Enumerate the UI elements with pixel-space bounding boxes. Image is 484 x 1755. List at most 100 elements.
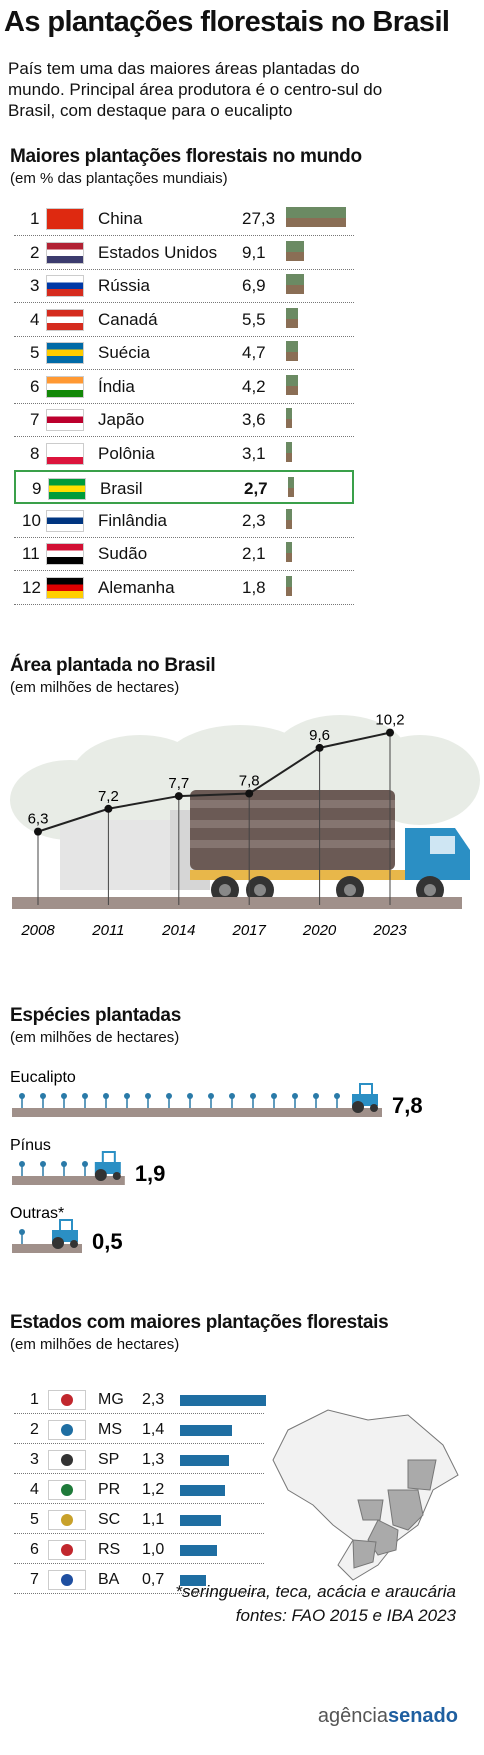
species-label: Eucalipto — [10, 1069, 76, 1086]
page-subtitle: País tem uma das maiores áreas plantadas… — [8, 59, 383, 120]
tractor-cab — [59, 1219, 73, 1232]
tree-icon — [292, 240, 298, 261]
state-value: 2,3 — [142, 1391, 165, 1408]
species-label: Outras* — [10, 1205, 64, 1222]
ranking-row: 5 Suécia 4,7 — [14, 336, 354, 370]
ranking-number: 4 — [30, 309, 40, 329]
world-subtitle: (em % das plantações mundiais) — [10, 170, 228, 187]
footnote: *seringueira, teca, acácia e araucária — [175, 1582, 456, 1601]
flag-icon — [46, 208, 84, 230]
seedling-leaf — [334, 1093, 340, 1099]
area-year-label: 2017 — [232, 922, 267, 939]
seedling-leaf — [61, 1093, 67, 1099]
ranking-row: 4 Canadá 5,5 — [14, 303, 354, 337]
seedling-leaf — [40, 1161, 46, 1167]
seedling-leaf — [208, 1093, 214, 1099]
logo-part1: agência — [317, 1705, 388, 1727]
area-point — [245, 789, 254, 798]
species-bar — [12, 1176, 125, 1185]
tree-icon-group — [286, 240, 304, 266]
tractor-cab — [359, 1083, 373, 1096]
seedling-leaf — [187, 1093, 193, 1099]
species-title: Espécies plantadas — [10, 1005, 181, 1026]
tree-icon — [292, 341, 298, 361]
ranking-row: 6 Índia 4,2 — [14, 370, 354, 404]
state-flag-emblem — [61, 1544, 73, 1556]
flag-icon — [46, 442, 84, 465]
tree-icon-group — [286, 307, 298, 333]
state-row: 4 PR 1,2 — [14, 1476, 264, 1504]
flag-icon — [46, 275, 84, 297]
area-value-label: 7,8 — [239, 773, 260, 790]
state-flag-emblem — [61, 1514, 73, 1526]
state-code: PR — [98, 1481, 121, 1498]
area-series-line — [37, 731, 391, 833]
area-point — [34, 827, 42, 836]
seedling-leaf — [103, 1093, 109, 1099]
state-bar — [180, 1515, 222, 1526]
state-flag-emblem — [61, 1454, 73, 1466]
tree-icon-group — [286, 408, 292, 433]
ranking-number: 7 — [30, 410, 40, 429]
seedling-leaf — [145, 1093, 151, 1099]
seedling-leaf — [166, 1093, 172, 1099]
state-code: SP — [98, 1451, 120, 1468]
country-name: Alemanha — [98, 577, 175, 597]
country-name: Índia — [98, 376, 135, 396]
area-title: Área plantada no Brasil — [10, 655, 216, 676]
area-value-label: 7,7 — [168, 775, 189, 792]
tree-icon — [286, 542, 292, 562]
state-rank: 5 — [30, 1511, 39, 1528]
area-point — [315, 743, 324, 752]
ground-strip — [12, 897, 462, 909]
tree-icon — [334, 207, 340, 227]
tree-icon-group — [286, 341, 298, 366]
tree-icon — [328, 207, 334, 227]
tree-icon — [292, 207, 298, 227]
state-flag-icon — [48, 1390, 86, 1410]
tree-icon — [340, 207, 346, 227]
state-flag-emblem — [61, 1574, 73, 1586]
country-value: 2,7 — [244, 479, 268, 498]
area-point — [104, 804, 113, 813]
ranking-number: 8 — [30, 443, 40, 463]
tractor-wheel — [352, 1101, 364, 1113]
page-title: As plantações florestais no Brasil — [4, 6, 450, 38]
state-rank: 4 — [30, 1481, 39, 1498]
flag-icon — [46, 576, 84, 599]
tree-icon — [288, 477, 294, 497]
states-subtitle: (em milhões de hectares) — [10, 1336, 180, 1353]
agencia-senado-logo: agênciasenado — [318, 1705, 458, 1728]
area-year-label: 2014 — [161, 922, 195, 939]
area-value-label: 6,3 — [28, 811, 49, 828]
tree-icon-group — [286, 207, 346, 232]
area-subtitle: (em milhões de hectares) — [10, 679, 180, 696]
flag-icon — [46, 308, 84, 331]
tree-icon — [286, 408, 292, 428]
seedling-leaf — [271, 1093, 277, 1099]
state-value: 1,4 — [142, 1421, 165, 1438]
state-value: 0,7 — [142, 1571, 165, 1588]
ranking-row: 10 Finlândia 2,3 — [14, 504, 354, 538]
state-rank: 3 — [30, 1451, 39, 1468]
species-value: 7,8 — [392, 1093, 423, 1118]
tree-icon-group — [288, 477, 294, 502]
area-year-label: 2011 — [91, 922, 124, 939]
state-row: 2 MS 1,4 — [14, 1416, 264, 1444]
country-name: Japão — [98, 410, 145, 429]
country-value: 6,9 — [242, 276, 266, 295]
tree-icon — [292, 374, 298, 395]
tree-icon — [286, 341, 292, 361]
country-value: 3,6 — [242, 410, 266, 429]
tractor-wheel — [52, 1237, 64, 1249]
state-flag-icon — [48, 1570, 86, 1590]
state-flag-icon — [48, 1540, 86, 1560]
tree-icon — [298, 240, 304, 261]
ranking-row: 7 Japão 3,6 — [14, 403, 354, 437]
state-flag-icon — [48, 1450, 86, 1470]
tree-icon — [286, 240, 292, 261]
species-value: 1,9 — [135, 1161, 166, 1186]
ranking-row: 1 China 27,3 — [14, 202, 354, 236]
flag-icon — [46, 509, 84, 532]
state-flag-emblem — [61, 1394, 73, 1406]
